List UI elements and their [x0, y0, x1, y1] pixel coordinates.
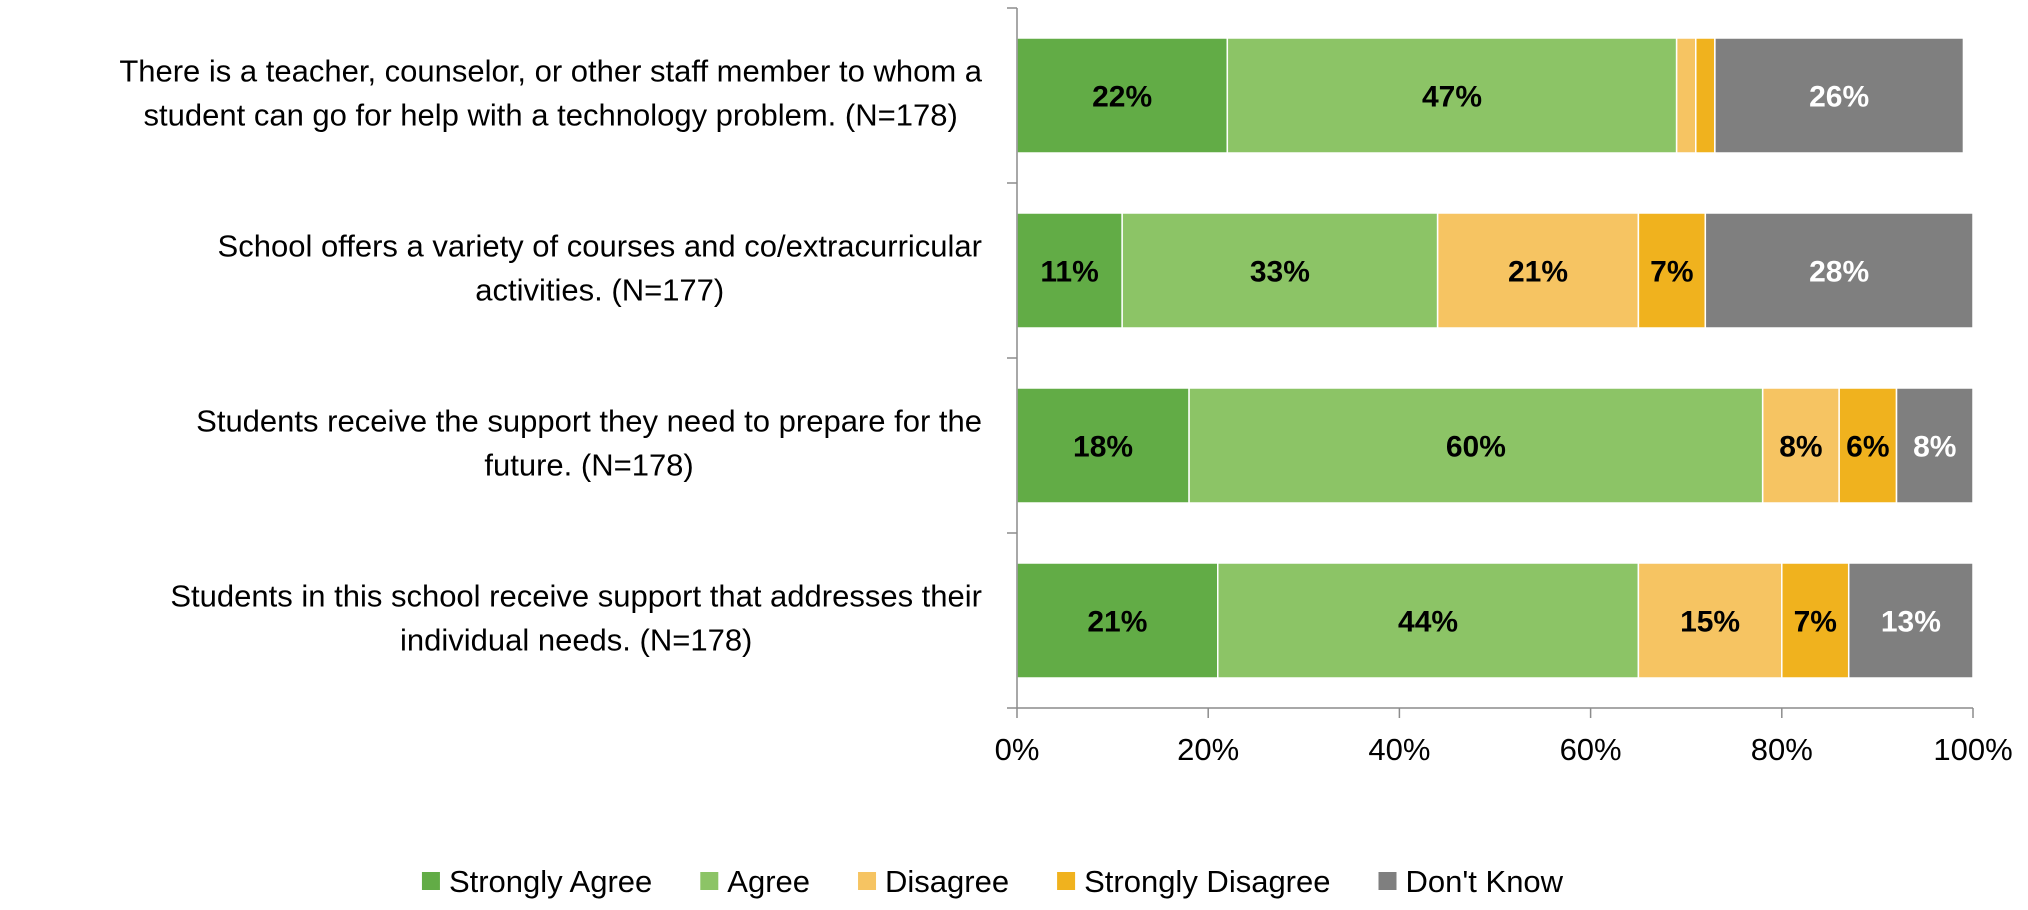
x-tick-label: 80%: [1751, 732, 1813, 767]
bar-segment: [1895, 387, 1974, 504]
category-label: individual needs. (N=178): [400, 623, 752, 658]
category-label: Students in this school receive support …: [170, 579, 982, 614]
bar-segment: [1226, 37, 1678, 154]
bar-value-label: 7%: [1650, 256, 1693, 289]
bar-segment: [1838, 387, 1898, 504]
legend-swatch: [421, 872, 440, 890]
bar-segment: [1637, 212, 1707, 329]
bar-segment: [1188, 387, 1764, 504]
category-label: There is a teacher, counselor, or other …: [119, 54, 982, 89]
category-label: student can go for help with a technolog…: [144, 98, 958, 133]
bar-segment: [1675, 37, 1697, 154]
bar-segment: [1695, 37, 1716, 154]
bar-value-label: 26%: [1809, 81, 1869, 114]
bar-value-label: 7%: [1794, 606, 1837, 639]
category-label: future. (N=178): [484, 448, 693, 483]
legend: Strongly Agree Agree Disagree Strongly Disa…: [421, 864, 1564, 899]
bar-value-label: 8%: [1779, 431, 1822, 464]
legend-label: Strongly Disagree: [1084, 864, 1330, 899]
bar-segment: [1714, 37, 1965, 154]
bar-value-label: 33%: [1250, 256, 1310, 289]
bar-value-label: 47%: [1422, 81, 1482, 114]
bar-segment: [1016, 37, 1229, 154]
legend-swatch: [700, 872, 719, 890]
x-tick-label: 40%: [1368, 732, 1430, 767]
bar-value-label: 18%: [1073, 431, 1133, 464]
bar-value-label: 6%: [1846, 431, 1889, 464]
x-tick-label: 60%: [1560, 732, 1622, 767]
bar-segment: [1704, 212, 1974, 329]
legend-swatch: [1057, 872, 1076, 890]
legend-label: Don't Know: [1406, 864, 1564, 899]
category-label: School offers a variety of courses and c…: [218, 229, 982, 264]
legend-label: Strongly Agree: [449, 864, 652, 899]
bar-value-label: 8%: [1913, 431, 1956, 464]
bar-value-label: 15%: [1680, 606, 1740, 639]
bar-value-label: 21%: [1508, 256, 1568, 289]
bar-segment: [1016, 212, 1123, 329]
legend-swatch: [858, 872, 877, 890]
x-tick-label: 100%: [1933, 732, 2012, 767]
x-tick-label: 20%: [1177, 732, 1239, 767]
bar-segment: [1637, 562, 1783, 679]
bar-value-label: 28%: [1809, 256, 1869, 289]
legend-swatch: [1378, 872, 1397, 890]
bar-segment: [1121, 212, 1439, 329]
category-label: activities. (N=177): [475, 273, 724, 308]
bar-value-label: 13%: [1881, 606, 1941, 639]
bar-segment: [1016, 562, 1219, 679]
bar-segment: [1217, 562, 1640, 679]
bar-value-label: 21%: [1087, 606, 1147, 639]
bar-segment: [1436, 212, 1640, 329]
bar-value-label: 22%: [1092, 81, 1152, 114]
bar-value-label: 44%: [1398, 606, 1458, 639]
bar-segment: [1781, 562, 1850, 679]
category-label: Students receive the support they need t…: [196, 404, 982, 439]
legend-label: Agree: [727, 864, 810, 899]
bar-value-label: 60%: [1446, 431, 1506, 464]
bar-segment: [1847, 562, 1974, 679]
bar-value-label: 11%: [1040, 256, 1098, 289]
legend-label: Disagree: [885, 864, 1009, 899]
x-tick-label: 0%: [995, 732, 1040, 767]
